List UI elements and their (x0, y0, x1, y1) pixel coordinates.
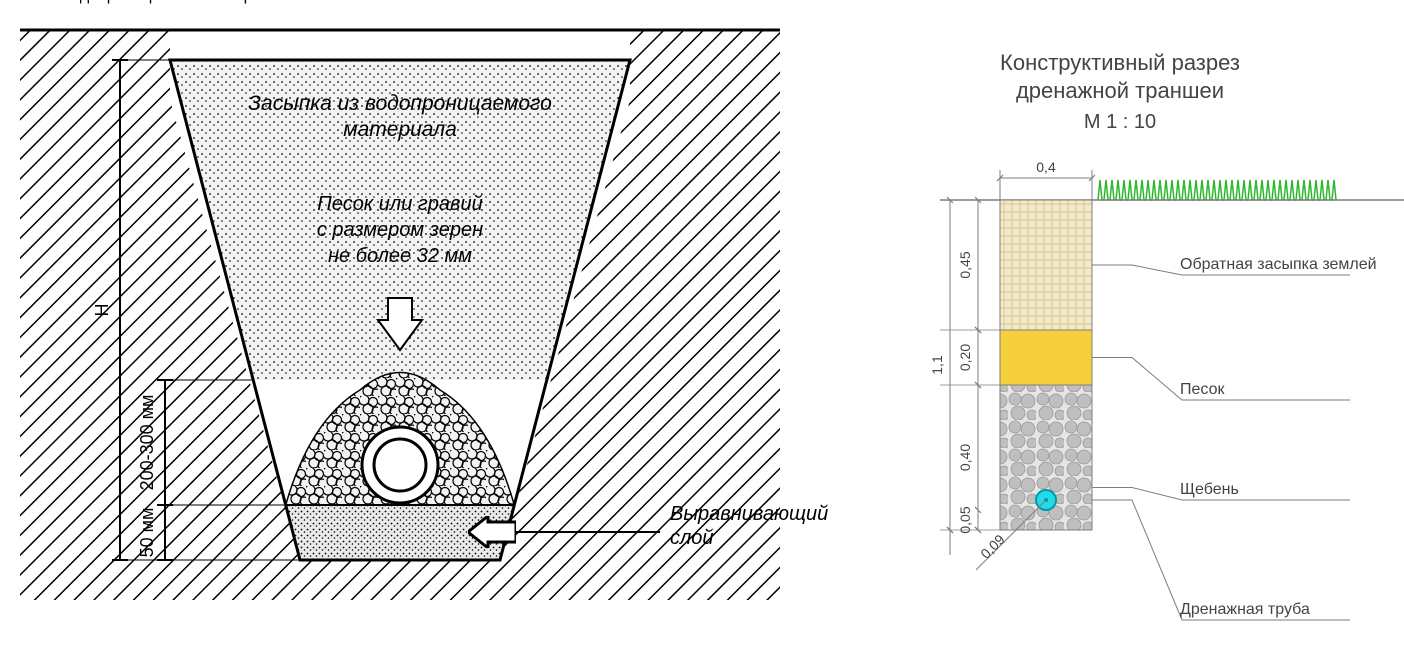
legend-label: Обратная засыпка землей (1180, 256, 1377, 273)
dim-label: 0,05 (957, 506, 973, 533)
diagram-canvas: H 200-300 мм 50 мм Засыпкаводопроницаемого … (0, 0, 1404, 651)
layer-backfill (1000, 200, 1092, 330)
dim-width: 0,4 (1036, 159, 1056, 175)
left-cross-section: H 200-300 мм 50 мм (20, 30, 780, 600)
title-line1: Конструктивный разрез (1000, 50, 1240, 75)
dim-label: 0,40 (957, 444, 973, 471)
title-scale: M 1 : 10 (1084, 111, 1156, 133)
dim-label: 0,20 (957, 344, 973, 371)
title-line2: дренажной траншеи (1016, 78, 1224, 103)
dim-label: 0,45 (957, 251, 973, 278)
legend-label: Песок (1180, 381, 1225, 398)
legend-label: Дренажная труба (1180, 601, 1310, 618)
right-section: Конструктивный разрез дренажной траншеи M … (929, 50, 1404, 620)
dim-label: H (92, 304, 112, 317)
dim-label: 1,1 (929, 355, 945, 375)
label-gravel: Песок или гравийс размером зеренне более… (317, 193, 483, 267)
legend-label: Щебень (1180, 481, 1239, 498)
grass-icon (1098, 180, 1336, 200)
layer-sand (1000, 330, 1092, 385)
dim-pipe-d: 0,09 (977, 531, 1008, 562)
dim-label: 200-300 мм (137, 395, 157, 491)
dim-label: 50 мм (137, 508, 157, 558)
svg-text:Засыпкаводопроницаемого матери: Засыпкаводопроницаемого материала (0, 0, 289, 4)
